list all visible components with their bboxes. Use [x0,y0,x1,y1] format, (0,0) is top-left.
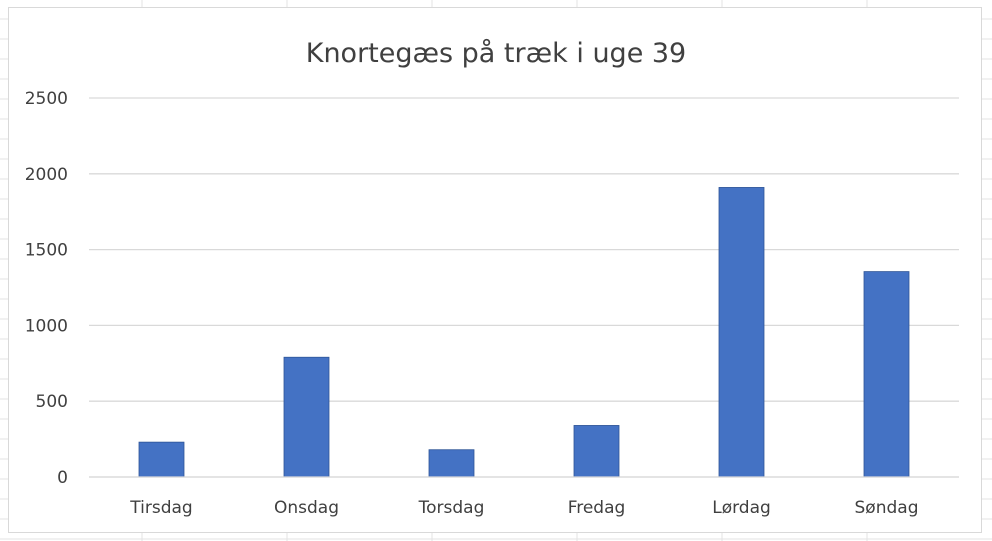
x-tick-label: Fredag [568,498,626,518]
chart-area[interactable]: Knortegæs på træk i uge 39 0 500 1000 1500 2… [8,7,982,533]
x-tick-label: Tirsdag [129,498,192,518]
bar-tirsdag[interactable] [138,441,185,478]
y-tick-label: 2000 [25,165,68,185]
y-tick-label: 2500 [25,89,68,109]
x-tick-label: Lørdag [712,498,771,518]
y-tick-label: 500 [36,392,68,412]
chart-title: Knortegæs på træk i uge 39 [305,38,687,69]
y-tick-label: 0 [57,468,68,488]
bar-onsdag[interactable] [283,356,330,478]
bar-lørdag[interactable] [718,187,765,478]
y-tick-label: 1500 [25,241,68,261]
bar-torsdag[interactable] [428,449,475,478]
y-tick-label: 1000 [25,316,68,336]
bar-søndag[interactable] [863,271,910,478]
x-tick-label: Søndag [855,498,919,518]
x-tick-label: Onsdag [274,498,339,518]
plot-area: 0 500 1000 1500 2000 2500 Tirsdag Onsdag Torsdag… [25,89,959,518]
bar-fredag[interactable] [573,425,620,478]
x-tick-label: Torsdag [418,498,485,518]
